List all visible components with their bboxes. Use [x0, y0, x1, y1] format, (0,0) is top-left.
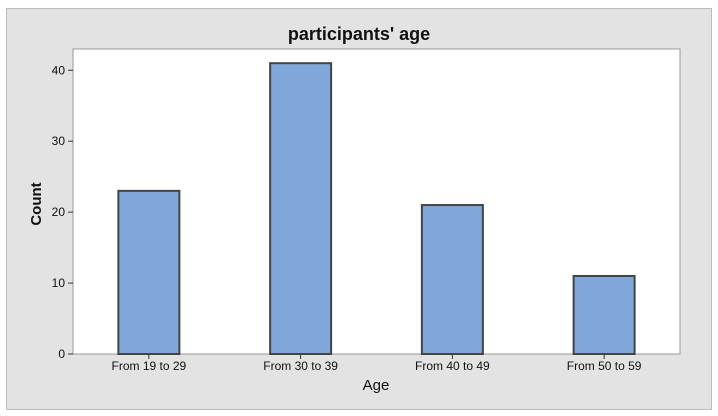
y-axis: 0 10 20 30 40: [52, 63, 73, 361]
x-axis: From 19 to 29 From 30 to 39 From 40 to 49 F…: [112, 354, 642, 373]
y-axis-label: Count: [28, 182, 45, 225]
x-tick-label: From 19 to 29: [112, 359, 187, 373]
y-tick-label: 40: [52, 63, 66, 77]
bar: [117, 189, 181, 355]
bar: [420, 204, 484, 355]
y-tick-label: 10: [52, 276, 66, 290]
y-tick-label: 30: [52, 134, 66, 148]
bars-group: [117, 62, 636, 356]
chart-title: participants' age: [288, 24, 430, 44]
x-tick-label: From 40 to 49: [415, 359, 490, 373]
y-tick-label: 20: [52, 205, 66, 219]
x-tick-label: From 50 to 59: [567, 359, 642, 373]
x-tick-label: From 30 to 39: [263, 359, 338, 373]
bar: [572, 274, 636, 355]
x-axis-label: Age: [363, 377, 390, 394]
bar: [269, 62, 333, 356]
y-tick-label: 0: [58, 347, 65, 361]
